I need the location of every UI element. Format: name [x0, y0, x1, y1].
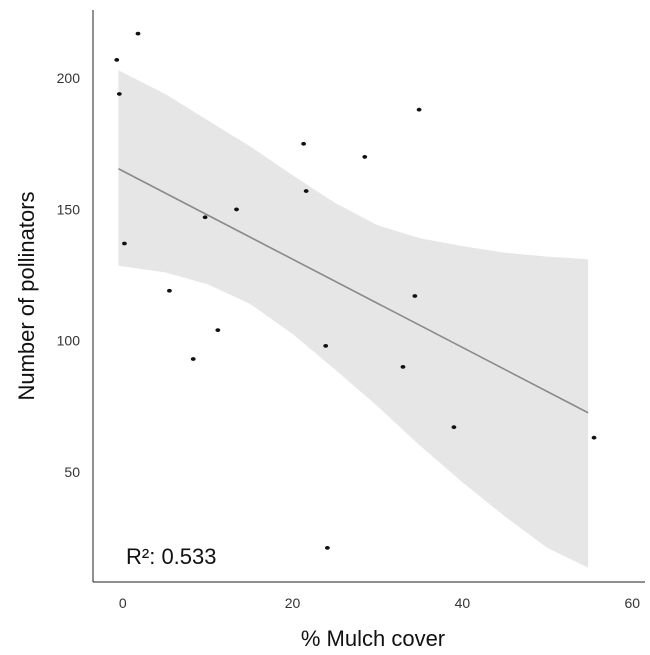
- data-point: [451, 425, 457, 430]
- data-point: [135, 31, 141, 36]
- y-tick-label: 50: [64, 464, 80, 480]
- data-point: [324, 545, 330, 550]
- y-tick-label: 100: [57, 333, 81, 349]
- data-point: [167, 288, 172, 293]
- regression-line-layer: [118, 168, 589, 414]
- data-point: [301, 141, 307, 146]
- x-tick-label: 20: [285, 595, 301, 611]
- data-point: [116, 92, 122, 96]
- y-tick-label: 200: [57, 70, 81, 86]
- data-point: [303, 189, 309, 193]
- x-axis-title: % Mulch cover: [301, 626, 445, 651]
- confidence-band: [118, 70, 589, 568]
- data-point: [215, 328, 221, 333]
- data-point: [122, 241, 127, 246]
- data-point: [234, 207, 239, 212]
- data-point: [416, 107, 422, 112]
- data-point: [323, 343, 329, 348]
- data-point: [362, 155, 368, 159]
- x-tick-label: 0: [119, 595, 127, 611]
- data-point: [190, 357, 196, 361]
- regression-line: [118, 168, 589, 414]
- data-points-layer: [114, 31, 597, 550]
- data-point: [412, 294, 418, 298]
- axes-layer: [92, 10, 645, 583]
- r-squared-annotation: R²: 0.533: [126, 544, 217, 569]
- tick-labels-layer: 0 20 40 60 50 100 150 200: [57, 70, 641, 611]
- data-point: [400, 364, 406, 369]
- data-point: [202, 215, 208, 220]
- x-tick-label: 40: [455, 595, 471, 611]
- data-point: [114, 57, 120, 62]
- y-tick-label: 150: [57, 201, 81, 217]
- y-axis-title: Number of pollinators: [14, 191, 39, 400]
- x-tick-label: 60: [624, 595, 640, 611]
- confidence-band-layer: [118, 70, 589, 568]
- data-point: [591, 435, 597, 440]
